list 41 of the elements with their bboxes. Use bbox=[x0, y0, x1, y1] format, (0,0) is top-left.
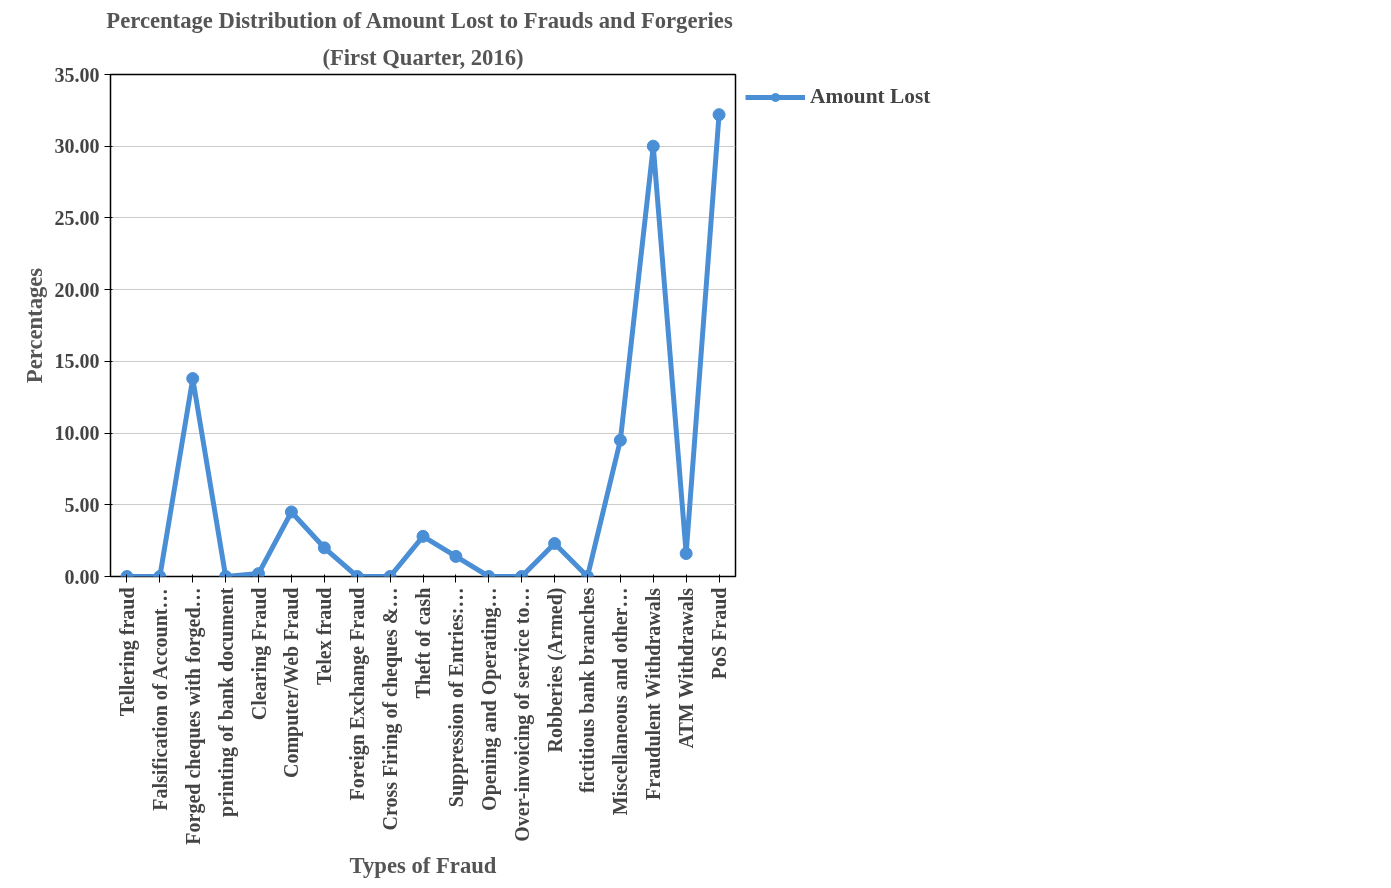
x-axis-title: Types of Fraud bbox=[349, 852, 497, 878]
y-tick-label: 35.00 bbox=[54, 63, 100, 86]
y-tick-label: 10.00 bbox=[54, 422, 100, 445]
y-tick-label: 15.00 bbox=[54, 350, 100, 373]
point bbox=[449, 549, 463, 563]
point bbox=[646, 139, 660, 153]
y-tick-label: 0.00 bbox=[64, 565, 100, 588]
x-tick-label: Telex fraud bbox=[313, 587, 336, 686]
legend-label: Amount Lost bbox=[810, 84, 931, 109]
x-tick-label: printing of bank document bbox=[214, 587, 238, 817]
x-tick-label: Computer/Web Fraud bbox=[280, 587, 304, 779]
x-tick-label: Theft of cash bbox=[412, 587, 434, 699]
y-tick-label: 5.00 bbox=[64, 493, 100, 516]
point bbox=[548, 537, 562, 550]
point bbox=[284, 505, 298, 519]
x-tick-label: Forged cheques with forged… bbox=[181, 587, 205, 845]
x-tick-label: Over-invoicing of service to… bbox=[510, 587, 534, 842]
x-tick-label: PoS Fraud bbox=[708, 587, 731, 680]
point bbox=[613, 433, 627, 447]
point bbox=[186, 372, 200, 386]
chart-title: Percentage Distribution of Amount Lost to Frauds and Forgeries bbox=[106, 7, 733, 33]
x-tick-label: Cross Firing of cheques &… bbox=[379, 587, 403, 831]
point bbox=[416, 529, 430, 543]
y-tick-label: 20.00 bbox=[54, 278, 100, 301]
y-tick-label: 30.00 bbox=[54, 135, 100, 158]
x-tick-label: Falsification of Account… bbox=[148, 588, 171, 811]
chart-subtitle: (First Quarter, 2016) bbox=[322, 44, 524, 70]
x-tick-label: ATM Withdrawals bbox=[675, 587, 698, 749]
x-tick-label: Clearing Fraud bbox=[247, 587, 271, 721]
x-tick-label: Opening and Operating… bbox=[477, 587, 501, 811]
x-tick-label: Foreign Exchange Fraud bbox=[346, 587, 370, 801]
y-tick-label: 25.00 bbox=[54, 206, 100, 229]
y-axis-title: Percentages bbox=[21, 267, 47, 384]
x-tick-label: Suppression of Entries:… bbox=[444, 587, 468, 808]
x-tick-label: Tellering fraud bbox=[115, 587, 139, 717]
point bbox=[712, 108, 726, 122]
x-tick-label: Robberies (Armed) bbox=[543, 587, 567, 753]
x-tick-label: fictitious bank branches bbox=[576, 587, 599, 794]
point bbox=[252, 567, 266, 577]
x-tick-label: Fraudulent Withdrawals bbox=[642, 587, 665, 800]
x-tick-label: Miscellaneous and other… bbox=[609, 587, 632, 816]
